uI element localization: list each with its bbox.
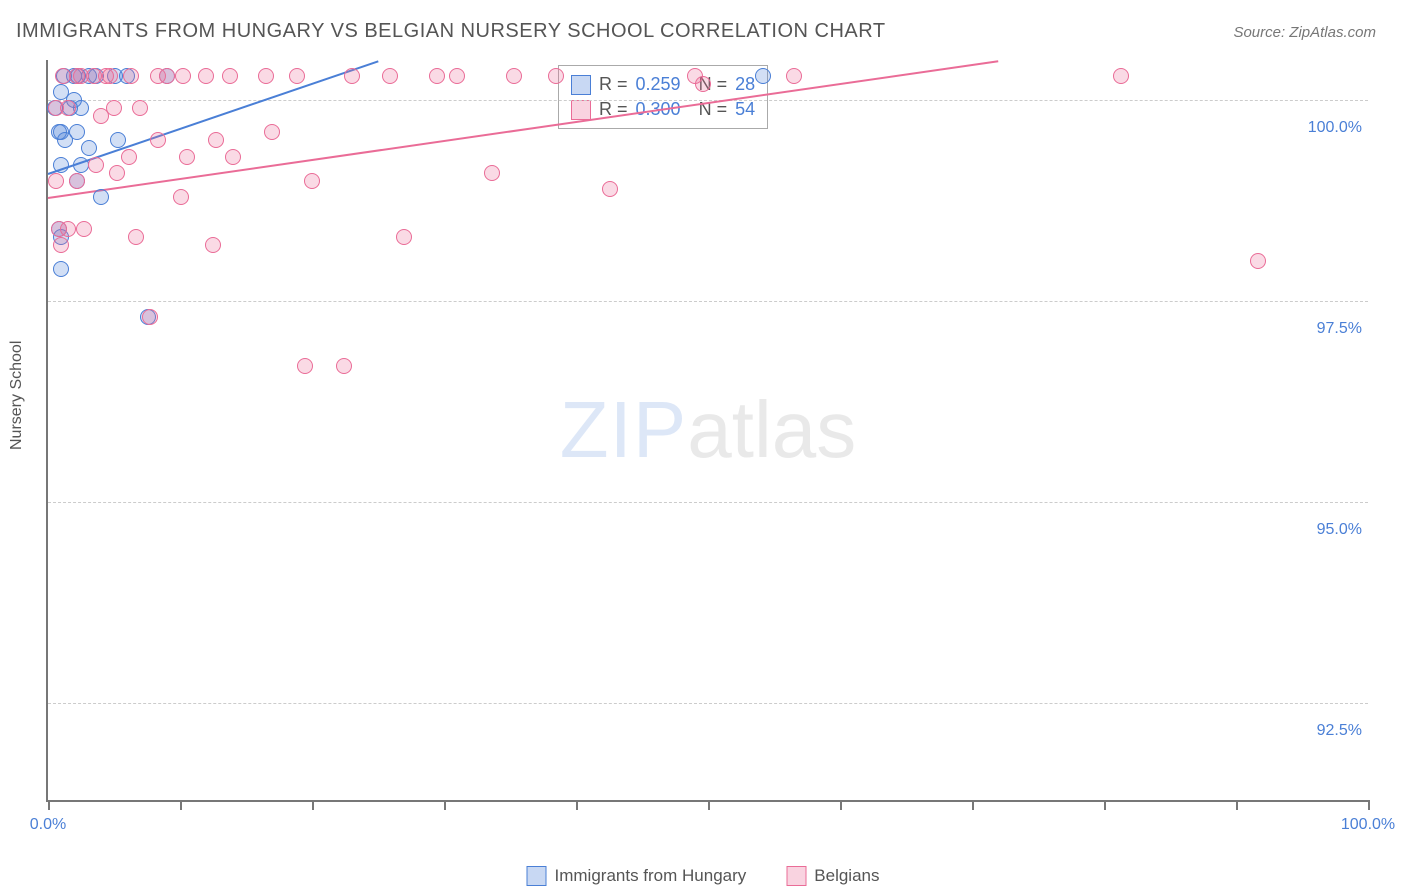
belgians-point: [344, 68, 360, 84]
hungary-point: [69, 124, 85, 140]
x-tick-label: 100.0%: [1341, 816, 1395, 834]
belgians-point: [264, 124, 280, 140]
belgians-point: [336, 358, 352, 374]
belgians-point: [449, 68, 465, 84]
x-tick: [576, 800, 578, 810]
x-tick: [444, 800, 446, 810]
belgians-point: [53, 237, 69, 253]
gridline: [48, 301, 1368, 302]
n-value: 54: [735, 99, 755, 120]
scatter-plot-area: ZIPatlas R = 0.259 N = 28R = 0.300 N = 5…: [46, 60, 1368, 802]
belgians-point: [506, 68, 522, 84]
x-tick: [180, 800, 182, 810]
x-tick: [1104, 800, 1106, 810]
belgians-point: [159, 68, 175, 84]
gridline: [48, 502, 1368, 503]
belgians-point: [602, 181, 618, 197]
x-tick: [708, 800, 710, 810]
belgians-point: [48, 173, 64, 189]
source-attribution: Source: ZipAtlas.com: [1233, 24, 1376, 41]
belgians-point: [123, 68, 139, 84]
x-tick: [312, 800, 314, 810]
r-value: 0.259: [636, 74, 681, 95]
belgians-point: [150, 132, 166, 148]
belgians-point: [198, 68, 214, 84]
belgians-point: [289, 68, 305, 84]
belgians-point: [142, 309, 158, 325]
gridline: [48, 703, 1368, 704]
legend-swatch: [786, 866, 806, 886]
legend-row: R = 0.259 N = 28: [571, 72, 755, 97]
belgians-point: [1250, 253, 1266, 269]
y-tick-label: 100.0%: [1302, 119, 1362, 137]
belgians-point: [548, 68, 564, 84]
y-tick-label: 95.0%: [1302, 521, 1362, 539]
belgians-point: [179, 149, 195, 165]
r-label: R =: [599, 74, 628, 95]
chart-title: IMMIGRANTS FROM HUNGARY VS BELGIAN NURSE…: [16, 20, 886, 43]
hungary-point: [81, 140, 97, 156]
belgians-point: [132, 100, 148, 116]
belgians-point: [429, 68, 445, 84]
belgians-point: [60, 100, 76, 116]
legend-label: Immigrants from Hungary: [555, 866, 747, 886]
belgians-point: [297, 358, 313, 374]
x-tick: [1236, 800, 1238, 810]
x-tick-label: 0.0%: [30, 816, 66, 834]
x-tick: [840, 800, 842, 810]
belgians-point: [106, 100, 122, 116]
legend-item-hungary: Immigrants from Hungary: [527, 866, 747, 886]
legend-label: Belgians: [814, 866, 879, 886]
y-axis-label: Nursery School: [8, 341, 26, 450]
legend-item-belgians: Belgians: [786, 866, 879, 886]
belgians-point: [304, 173, 320, 189]
belgians-point: [128, 229, 144, 245]
series-legend: Immigrants from Hungary Belgians: [527, 866, 880, 886]
belgians-point: [396, 229, 412, 245]
belgians-point: [173, 189, 189, 205]
belgians-point: [121, 149, 137, 165]
belgians-point: [88, 157, 104, 173]
hungary-point: [755, 68, 771, 84]
belgians-trend-line: [48, 60, 999, 199]
hungary-point: [93, 189, 109, 205]
belgians-point: [208, 132, 224, 148]
y-tick-label: 92.5%: [1302, 722, 1362, 740]
hungary-point: [53, 157, 69, 173]
belgians-point: [484, 165, 500, 181]
legend-swatch: [571, 75, 591, 95]
belgians-point: [225, 149, 241, 165]
watermark: ZIPatlas: [560, 384, 856, 476]
hungary-point: [110, 132, 126, 148]
belgians-point: [382, 68, 398, 84]
x-tick: [972, 800, 974, 810]
belgians-point: [60, 221, 76, 237]
legend-swatch: [527, 866, 547, 886]
belgians-point: [205, 237, 221, 253]
belgians-point: [695, 76, 711, 92]
y-tick-label: 97.5%: [1302, 320, 1362, 338]
belgians-point: [222, 68, 238, 84]
n-value: 28: [735, 74, 755, 95]
legend-swatch: [571, 100, 591, 120]
belgians-point: [109, 165, 125, 181]
belgians-point: [258, 68, 274, 84]
x-tick: [1368, 800, 1370, 810]
belgians-point: [786, 68, 802, 84]
belgians-point: [102, 68, 118, 84]
x-tick: [48, 800, 50, 810]
belgians-point: [1113, 68, 1129, 84]
belgians-point: [76, 221, 92, 237]
belgians-point: [69, 173, 85, 189]
hungary-point: [53, 261, 69, 277]
belgians-point: [175, 68, 191, 84]
